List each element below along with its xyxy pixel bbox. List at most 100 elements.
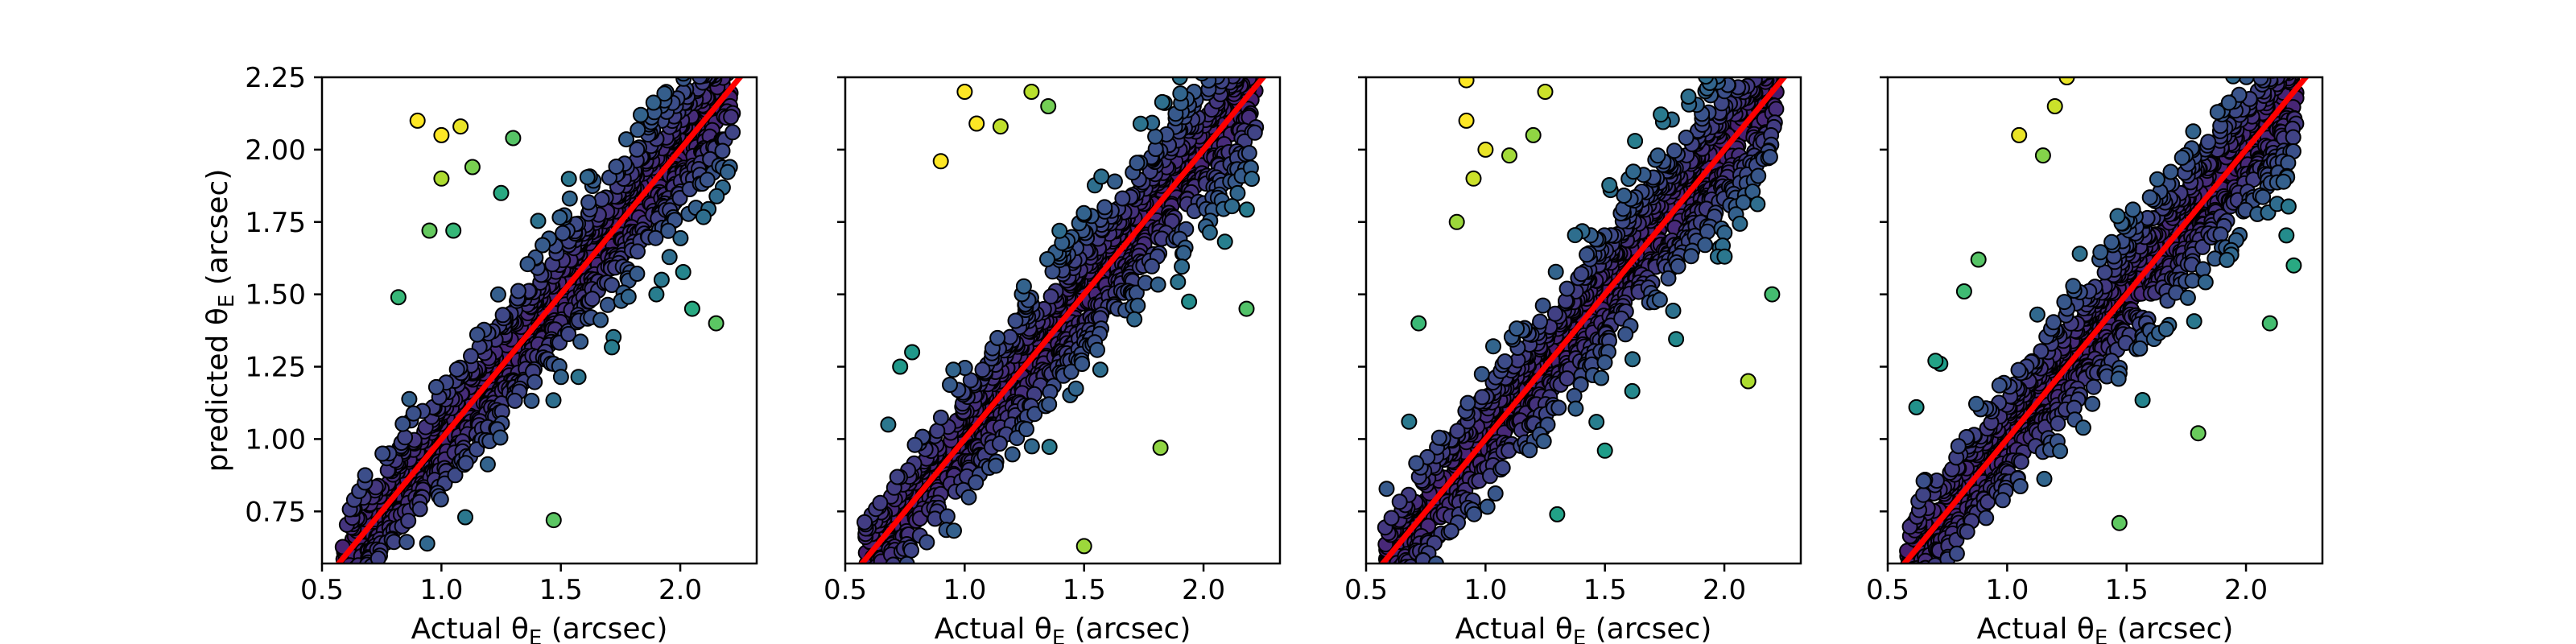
scatter-point xyxy=(1624,382,1641,399)
scatter-point xyxy=(394,415,411,432)
scatter-point xyxy=(1762,61,1777,76)
scatter-point xyxy=(1238,300,1255,317)
scatter-points xyxy=(857,77,1265,564)
y-tick-label: 2.00 xyxy=(245,134,306,167)
scatter-point xyxy=(1660,270,1677,287)
scatter-point xyxy=(1466,506,1483,522)
scatter-point xyxy=(464,159,481,175)
x-tick-label: 2.0 xyxy=(658,574,702,606)
scatter-point xyxy=(1755,77,1764,79)
scatter-point xyxy=(872,494,889,511)
scatter-point xyxy=(1537,84,1554,100)
scatter-point xyxy=(942,377,958,393)
scatter-point xyxy=(1670,258,1686,275)
scatter-point xyxy=(492,429,509,446)
scatter-point xyxy=(1132,115,1149,132)
x-tick-label: 0.5 xyxy=(824,574,867,606)
scatter-point xyxy=(427,378,444,395)
scatter-point xyxy=(1699,223,1715,240)
scatter-point xyxy=(714,142,731,159)
scatter-point xyxy=(885,556,902,564)
scatter-point xyxy=(1018,421,1034,438)
scatter-point xyxy=(1171,77,1188,85)
scatter-point xyxy=(645,94,662,111)
scatter-point xyxy=(1041,396,1058,413)
scatter-point xyxy=(433,126,450,143)
scatter-point xyxy=(555,225,572,242)
scatter-point xyxy=(411,501,428,518)
scatter-point xyxy=(572,333,589,350)
scatter-point xyxy=(390,289,407,306)
scatter-point xyxy=(398,534,415,551)
scatter-point xyxy=(1391,570,1406,584)
scatter-point xyxy=(593,191,610,208)
scatter-point xyxy=(1114,190,1131,207)
scatter-point xyxy=(1716,248,1733,265)
x-tick-label: 1.5 xyxy=(1583,574,1627,606)
scatter-point xyxy=(369,550,386,564)
scatter-point xyxy=(1534,297,1551,314)
scatter-point xyxy=(723,109,740,126)
scatter-point xyxy=(1089,341,1105,358)
scatter-point xyxy=(479,456,496,473)
scatter-point xyxy=(1216,233,1233,250)
scatter-point xyxy=(1651,291,1668,308)
scatter-point xyxy=(579,169,596,186)
scatter-point xyxy=(685,61,700,76)
scatter-point xyxy=(397,429,414,446)
scatter-point xyxy=(1494,460,1511,477)
scatter-point xyxy=(992,118,1009,135)
scatter-point xyxy=(1752,57,1767,72)
scatter-point xyxy=(1039,251,1055,267)
scatter-point xyxy=(519,256,536,273)
scatter-point xyxy=(968,115,985,132)
scatter-point xyxy=(1532,313,1549,330)
y-tick-label: 0.75 xyxy=(245,496,306,528)
scatter-point xyxy=(535,237,551,254)
scatter-point xyxy=(629,141,646,158)
scatter-point xyxy=(1762,77,1766,78)
scatter-point xyxy=(494,307,511,324)
scatter-point xyxy=(690,77,694,78)
scatter-point xyxy=(1238,201,1255,218)
scatter-point xyxy=(523,392,540,409)
scatter-point xyxy=(592,312,609,328)
scatter-point xyxy=(1143,258,1160,275)
scatter-point xyxy=(1465,170,1482,187)
scatter-point xyxy=(1558,280,1575,297)
scatter-point xyxy=(1096,199,1113,216)
scatter-point xyxy=(629,266,646,282)
scatter-point xyxy=(1241,145,1257,162)
scatter-point xyxy=(889,469,906,485)
reference-line xyxy=(335,77,744,564)
scatter-point xyxy=(530,213,547,229)
panels: 0.5 1.0 1.5 2.00.751.001.251.501.752.002.25… xyxy=(201,57,2324,644)
scatter-point xyxy=(1244,171,1260,188)
scatter-point xyxy=(1174,258,1191,275)
scatter-point xyxy=(604,277,620,293)
scatter-point xyxy=(1757,57,1772,72)
scatter-point xyxy=(1150,276,1166,293)
scatter-point xyxy=(1378,481,1395,497)
scatter-point xyxy=(1546,305,1563,322)
scatter-point xyxy=(1496,353,1513,369)
scatter-point xyxy=(1698,77,1715,85)
scatter-point xyxy=(1458,112,1475,129)
scatter-point xyxy=(1093,168,1110,185)
scatter-point xyxy=(1224,198,1241,215)
scatter-point xyxy=(608,159,625,175)
scatter-point xyxy=(1201,224,1218,241)
y-tick-label: 1.75 xyxy=(245,207,306,239)
x-tick-label: 1.0 xyxy=(1463,574,1507,606)
scatter-point xyxy=(698,61,712,76)
scatter-point xyxy=(505,130,522,147)
x-axis-label: Actual θE (arcsec) xyxy=(411,613,668,644)
scatter-point xyxy=(1521,442,1538,459)
scatter-point xyxy=(1007,312,1024,329)
scatter-point xyxy=(653,271,670,288)
scatter-point xyxy=(1226,77,1235,79)
scatter-point xyxy=(1383,510,1400,526)
scatter-point xyxy=(1402,568,1417,582)
scatter-point xyxy=(1414,552,1431,564)
